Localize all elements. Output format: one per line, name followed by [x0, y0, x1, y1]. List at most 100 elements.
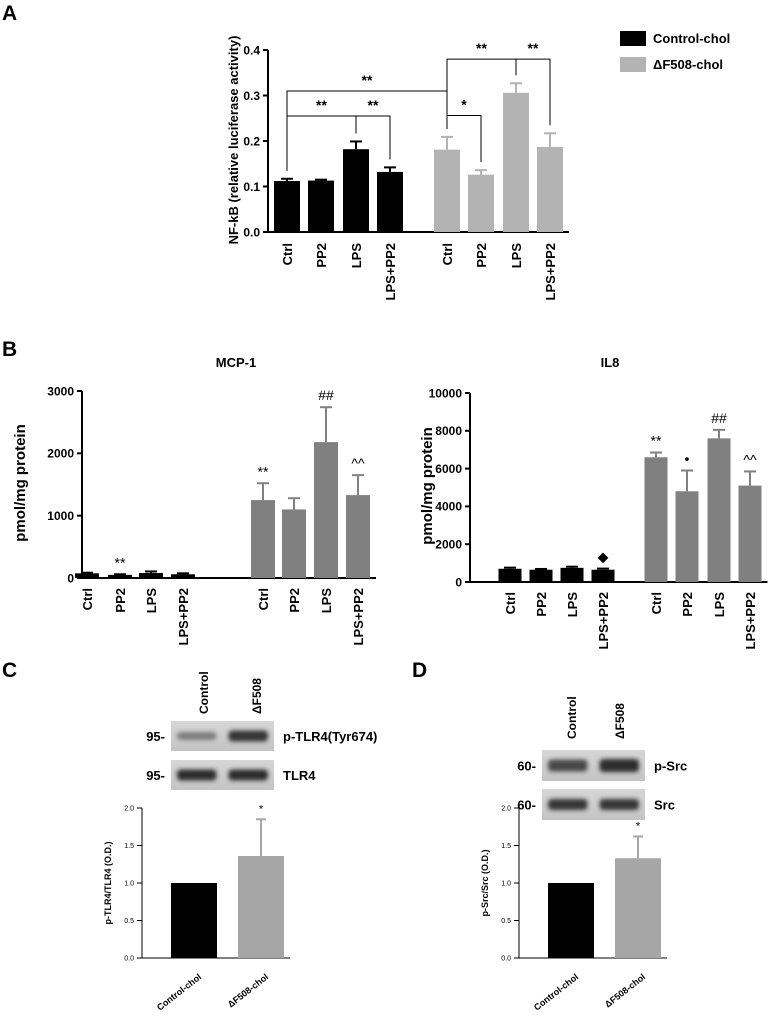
y-tick-label: 2.0	[124, 806, 134, 813]
significance-mark: ##	[711, 410, 727, 426]
x-tick-label: LPS	[509, 243, 524, 269]
significance-label: **	[362, 72, 373, 88]
blot-band	[177, 769, 217, 781]
y-axis-label: p-Src/Src (O.D.)	[480, 849, 490, 916]
bar	[108, 574, 132, 578]
y-tick-label: 0.5	[124, 918, 134, 925]
bar	[468, 174, 494, 232]
significance-bracket	[515, 58, 551, 126]
western-blot-tlr4: Control ΔF508 95- p-TLR4(Tyr674) 95- TLR4	[146, 671, 377, 790]
significance-mark: **	[258, 463, 269, 479]
bar	[139, 573, 163, 578]
significance-mark: ^^	[743, 451, 757, 467]
legend-entry: ΔF508-chol	[653, 57, 723, 72]
significance-mark: ◆	[598, 549, 609, 565]
y-tick-label: 0.1	[243, 180, 260, 194]
panel-letter-a: A	[2, 2, 17, 25]
bar	[343, 149, 369, 232]
bar	[251, 500, 275, 578]
y-tick-label: 0.2	[243, 134, 260, 148]
chart-title: IL8	[601, 355, 620, 370]
bar	[308, 180, 334, 232]
panel-letter-c: C	[2, 659, 17, 682]
x-tick-label: PP2	[113, 588, 128, 613]
western-blot-src: Control ΔF508 60- p-Src 60- Src	[517, 696, 687, 820]
x-tick-label: LPS	[349, 243, 364, 269]
significance-mark: ^^	[351, 455, 365, 471]
significance-label: **	[476, 40, 487, 56]
x-tick-label: PP2	[680, 592, 695, 617]
x-tick-label: PP2	[534, 592, 549, 617]
chart-nfkb: 0.0 0.1 0.2 0.3 0.4NF-kB (relative luciferas…	[226, 36, 569, 300]
significance-mark: **	[115, 554, 126, 570]
blot-band	[177, 732, 217, 740]
significance-label: *	[461, 97, 467, 113]
bar	[644, 457, 668, 582]
y-tick-label: 0.3	[243, 89, 260, 103]
panel-letter-b: B	[2, 338, 17, 361]
molecular-weight-marker: 95-	[146, 729, 165, 744]
y-tick-label: 1000	[47, 509, 74, 523]
bar	[675, 491, 699, 582]
x-tick-label: LPS+PP2	[596, 592, 611, 649]
molecular-weight-marker: 95-	[146, 768, 165, 783]
panel-letter-d: D	[412, 659, 427, 682]
x-tick-label: Ctrl	[280, 243, 295, 265]
bar	[434, 149, 460, 232]
molecular-weight-marker: 60-	[517, 798, 536, 813]
y-tick-label: 10000	[429, 386, 463, 400]
molecular-weight-marker: 60-	[517, 759, 536, 774]
x-tick-label: LPS	[565, 592, 580, 618]
y-tick-label: 0	[67, 571, 74, 585]
blot-band	[228, 730, 268, 742]
x-tick-label: ΔF508-chol	[226, 972, 270, 1010]
x-tick-label: LPS	[712, 592, 727, 618]
x-tick-label: Control-chol	[532, 972, 580, 1013]
y-axis-label: pmol/mg protein	[12, 424, 29, 542]
y-tick-label: 0	[455, 575, 462, 589]
chart-il8: IL8 0 2000 4000 6000 8000 10000 pmol/mg protein…	[419, 355, 768, 649]
bar	[314, 442, 338, 578]
bar	[560, 567, 584, 582]
chart-mcp1: MCP-1 0 1000 2000 3000 pmol/mg protein Ctrl ** P…	[12, 355, 376, 645]
bar	[591, 569, 615, 582]
x-tick-label: Ctrl	[649, 592, 664, 614]
chart-psrc-ratio: 0.0 0.5 1.0 1.5 2.0 p-Src/Src (O.D.) Control-c…	[480, 806, 667, 1013]
blot-row-label: p-Src	[654, 759, 687, 774]
chart-title: MCP-1	[216, 355, 256, 370]
blot-lane-label: ΔF508	[250, 678, 264, 714]
y-tick-label: 0.0	[501, 956, 511, 963]
bar	[738, 485, 762, 582]
y-tick-label: 0.4	[243, 43, 260, 57]
y-axis-label: pmol/mg protein	[419, 427, 436, 545]
significance-mark: *	[259, 803, 264, 815]
bar	[529, 569, 553, 582]
x-tick-label: LPS	[319, 588, 334, 614]
blot-lane-label: Control	[565, 696, 579, 739]
blot-band	[599, 759, 639, 772]
bar	[498, 568, 522, 582]
y-tick-label: 4000	[435, 500, 462, 514]
bar	[171, 883, 217, 958]
blot-lane-label: ΔF508	[613, 703, 627, 739]
x-tick-label: ΔF508-chol	[603, 972, 647, 1010]
bar	[171, 574, 195, 578]
x-tick-label: LPS+PP2	[383, 243, 398, 300]
x-tick-label: Ctrl	[440, 243, 455, 265]
bar	[537, 146, 563, 232]
x-tick-label: LPS+PP2	[743, 592, 758, 649]
y-axis-label: NF-kB (relative luciferase activity)	[226, 36, 241, 245]
significance-mark: *	[636, 821, 641, 833]
bar	[548, 883, 594, 958]
legend-swatch	[620, 31, 646, 46]
x-tick-label: Control-chol	[155, 972, 203, 1013]
blot-band	[548, 799, 588, 810]
y-tick-label: 1.5	[501, 843, 511, 850]
significance-mark: •	[685, 450, 690, 466]
y-tick-label: 1.0	[501, 881, 511, 888]
x-tick-label: LPS+PP2	[176, 588, 191, 645]
blot-row-label: Src	[654, 798, 675, 813]
significance-label: **	[368, 97, 379, 113]
blot-band	[599, 799, 639, 810]
